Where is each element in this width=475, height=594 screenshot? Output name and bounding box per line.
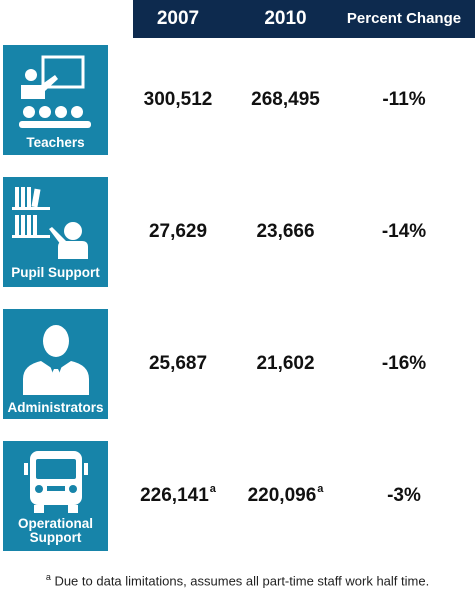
tile-label-line1: Operational <box>17 516 93 531</box>
tile-operational-support: Operational Support <box>3 441 108 551</box>
value-2007: 226,141a <box>140 482 216 506</box>
teacher-classroom-icon <box>19 55 91 128</box>
value-2007: 25,687 <box>148 353 208 374</box>
tile-administrators: Administrators <box>3 309 108 419</box>
tile-label: Administrators <box>7 400 104 415</box>
footnote-marker: a <box>317 482 324 495</box>
value-2010: 21,602 <box>256 353 315 374</box>
value-percent-change: -11% <box>382 89 426 110</box>
administrator-person-icon <box>23 325 89 395</box>
value-percent-change: -14% <box>381 221 427 242</box>
header-2010: 2010 <box>264 8 307 29</box>
header-2007: 2007 <box>156 8 200 29</box>
tile-teachers: Teachers <box>3 45 108 155</box>
table-row-pupil-support: Pupil Support 27,629 23,666 -14% <box>0 177 475 287</box>
footnote-text: Due to data limitations, assumes all par… <box>50 573 430 589</box>
footnote-marker: a <box>45 572 51 582</box>
tile-label: Teachers <box>26 135 85 150</box>
value-percent-change: -16% <box>381 353 427 374</box>
table-row-administrators: Administrators 25,687 21,602 -16% <box>0 309 475 419</box>
table-row-teachers: Teachers 300,512 268,495 -11% <box>0 45 475 155</box>
value-2010: 23,666 <box>256 221 315 242</box>
value-2007: 300,512 <box>143 89 213 110</box>
value-2010: 268,495 <box>251 89 320 110</box>
tile-label: Pupil Support <box>11 265 100 280</box>
school-bus-icon <box>24 451 88 513</box>
value-2010: 220,096a <box>247 482 324 506</box>
footnote-marker: a <box>209 482 216 495</box>
header-percent-change: Percent Change <box>346 10 462 27</box>
table-header: 2007 2010 Percent Change <box>133 0 475 38</box>
tile-label-line2: Support <box>29 530 82 545</box>
value-2007: 27,629 <box>148 221 208 242</box>
table-row-operational-support: Operational Support 226,141a 220,096a -3… <box>0 441 475 551</box>
footnote: a Due to data limitations, assumes all p… <box>0 572 475 588</box>
value-percent-change: -3% <box>387 485 421 506</box>
bookshelf-person-icon <box>12 187 88 259</box>
tile-pupil-support: Pupil Support <box>3 177 108 287</box>
